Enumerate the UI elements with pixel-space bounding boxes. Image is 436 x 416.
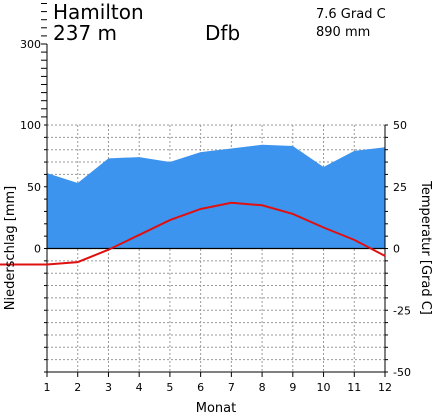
- x-tick-label: 8: [259, 381, 266, 394]
- x-tick-label: 3: [105, 381, 112, 394]
- right-tick-label: 50: [393, 119, 407, 132]
- right-tick-label: 25: [393, 181, 407, 194]
- x-tick-label: 11: [347, 381, 361, 394]
- station-name: Hamilton: [53, 0, 144, 24]
- axes: [41, 3, 388, 377]
- precip-area-layer: [46, 144, 386, 249]
- x-axis-label: Monat: [196, 401, 236, 416]
- station-elevation: 237 m: [53, 21, 117, 45]
- precipitation-area: [47, 144, 385, 249]
- x-tick-label: 10: [317, 381, 331, 394]
- temperature-line-layer: [0, 201, 386, 266]
- left-tick-label: 100: [20, 119, 41, 132]
- right-tick-label: -25: [393, 304, 411, 317]
- left-tick-label: 50: [27, 181, 41, 194]
- left-tick-label: 300: [20, 38, 41, 51]
- x-tick-label: 4: [136, 381, 143, 394]
- x-tick-label: 12: [378, 381, 392, 394]
- x-tick-label: 1: [44, 381, 51, 394]
- x-tick-label: 5: [166, 381, 173, 394]
- mean-temperature: 7.6 Grad C: [316, 7, 386, 22]
- right-tick-label: 0: [393, 243, 400, 256]
- right-tick-label: -50: [393, 366, 411, 379]
- x-tick-label: 9: [289, 381, 296, 394]
- left-tick-label: 0: [34, 243, 41, 256]
- x-tick-label: 7: [228, 381, 235, 394]
- x-tick-label: 6: [197, 381, 204, 394]
- right-axis-label: Temperatur [Grad C]: [418, 180, 433, 315]
- x-tick-label: 2: [74, 381, 81, 394]
- annual-precipitation: 890 mm: [316, 25, 370, 40]
- climate-class: Dfb: [205, 21, 240, 45]
- left-axis-label: Niederschlag [mm]: [3, 186, 18, 311]
